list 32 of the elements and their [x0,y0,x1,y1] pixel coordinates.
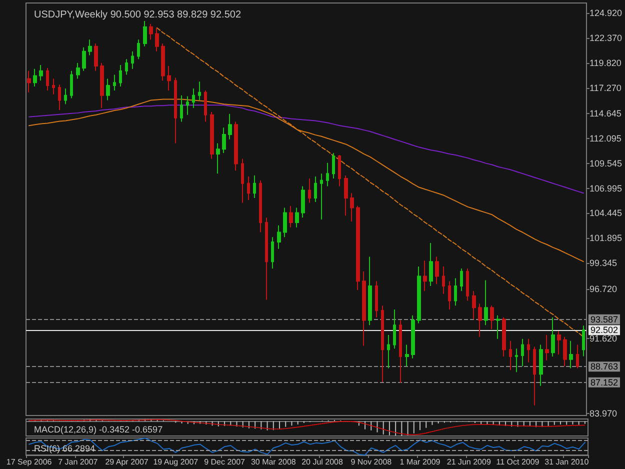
ref-line-label: 87.152 [590,377,618,388]
x-tick-label: 11 Oct 2009 [496,458,540,466]
y-tick-label: 104.445 [589,208,622,218]
x-tick-label: 29 Apr 2007 [105,458,149,466]
x-tick-label: 19 Aug 2007 [153,458,199,466]
y-tick-label: 83.970 [589,408,617,418]
ref-line-label: 93.587 [590,314,618,324]
x-tick-label: 9 Dec 2007 [204,458,246,466]
y-tick-label: 106.995 [589,183,622,194]
text: USDJPY,Weekly 90.500 92.953 89.829 92.502 [34,10,242,20]
y-tick-label: 119.820 [589,58,622,68]
ref-line-label: 92.502 [590,325,618,336]
y-tick-label: 117.270 [589,82,622,93]
y-tick-label: 122.370 [589,32,622,43]
y-tick-label: 96.720 [589,284,617,294]
text: MACD(12,26,9) -0.3452 -0.6597 [34,424,163,434]
x-tick-label: 21 Jun 2009 [446,458,492,466]
x-tick-label: 7 Jan 2007 [58,458,98,466]
x-tick-label: 1 Mar 2009 [400,458,441,466]
y-tick-label: 114.645 [589,108,622,118]
x-tick-label: 31 Jan 2010 [544,458,590,466]
x-tick-label: 17 Sep 2006 [6,458,52,466]
x-tick-label: 30 Mar 2008 [250,458,296,466]
y-tick-label: 124.920 [589,8,622,18]
x-tick-label: 20 Jul 2008 [302,458,344,466]
y-tick-label: 99.345 [589,258,617,268]
y-tick-label: 91.620 [589,334,617,344]
ref-line-label: 88.763 [590,362,618,372]
x-tick-label: 9 Nov 2008 [350,458,392,466]
y-tick-label: 101.895 [589,233,622,244]
y-tick-label: 109.545 [589,158,622,168]
y-tick-label: 112.095 [589,133,622,144]
